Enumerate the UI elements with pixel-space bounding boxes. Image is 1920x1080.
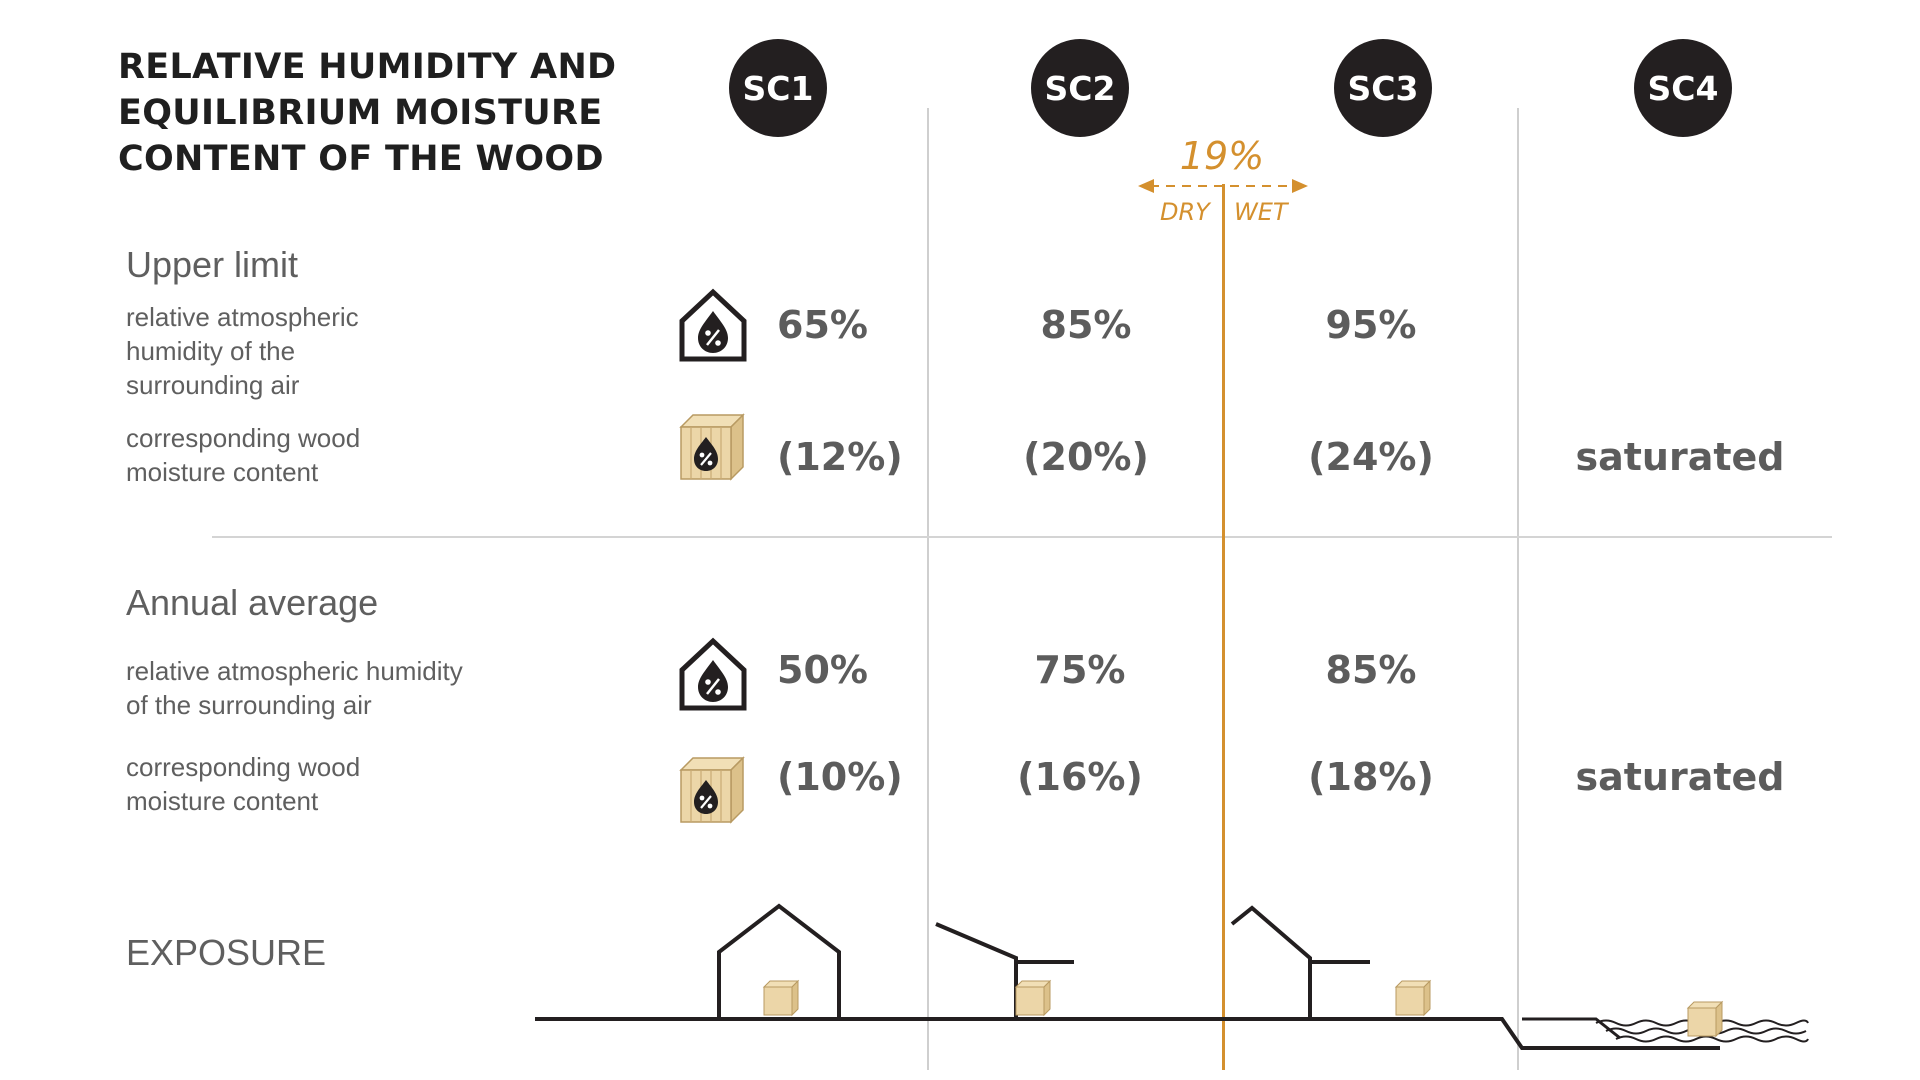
house-droplet-percent-icon (679, 288, 747, 362)
house-droplet-percent-icon (679, 637, 747, 711)
annual-wood-sc1: (10%) (777, 755, 903, 799)
title-line: CONTENT OF THE WOOD (118, 139, 604, 179)
upper-humidity-label: relative atmospheric humidity of the sur… (126, 302, 359, 400)
sc4-water (1522, 1017, 1809, 1043)
upper-humidity-sc2: 85% (1040, 303, 1132, 347)
title-line: EQUILIBRIUM MOISTURE (118, 93, 603, 133)
annual-wood-sc4: saturated (1575, 755, 1785, 799)
exposure-heading: EXPOSURE (126, 932, 327, 973)
wood-block-sc4 (1686, 1000, 1724, 1038)
wood-block-sc3 (1394, 979, 1432, 1017)
annual-humidity-sc3: 85% (1325, 648, 1417, 692)
upper-limit-heading: Upper limit (126, 244, 299, 285)
upper-wood-sc2: (20%) (1023, 435, 1149, 479)
title-line: RELATIVE HUMIDITY AND (118, 47, 617, 87)
upper-humidity-sc3: 95% (1325, 303, 1417, 347)
diagram-title: RELATIVE HUMIDITY AND EQUILIBRIUM MOISTU… (118, 44, 616, 182)
threshold-arrow (1138, 179, 1308, 193)
wood-block-droplet-percent-icon (679, 413, 745, 481)
threshold-dry-label: DRY (1160, 198, 1210, 226)
upper-wood-label: corresponding wood moisture content (126, 423, 361, 487)
badge-sc4: SC4 (1634, 39, 1732, 137)
badge-sc1: SC1 (729, 39, 827, 137)
sc2-sheltered-house (935, 922, 1074, 1019)
wood-block-sc2 (1014, 979, 1052, 1017)
badge-sc2: SC2 (1031, 39, 1129, 137)
sc1-enclosed-house (717, 903, 841, 1019)
threshold-value: 19% (1179, 134, 1265, 178)
upper-wood-sc1: (12%) (777, 435, 903, 479)
badge-sc3: SC3 (1334, 39, 1432, 137)
exposure-illustration (535, 903, 1809, 1050)
wood-block-droplet-percent-icon (679, 756, 745, 824)
annual-humidity-sc2: 75% (1034, 648, 1126, 692)
upper-wood-sc3: (24%) (1308, 435, 1434, 479)
sc3-exposed-house (1230, 905, 1370, 1019)
column-divider-sc1-sc2 (927, 108, 929, 1070)
annual-average-heading: Annual average (126, 582, 379, 623)
row-divider (212, 536, 1832, 538)
annual-humidity-sc1: 50% (777, 648, 868, 692)
annual-wood-sc2: (16%) (1017, 755, 1143, 799)
wood-block-sc1 (762, 979, 800, 1017)
annual-wood-sc3: (18%) (1308, 755, 1434, 799)
annual-humidity-label: relative atmospheric humidity of the sur… (126, 656, 463, 720)
threshold-wet-label: WET (1234, 198, 1288, 226)
column-divider-sc3-sc4 (1517, 108, 1519, 1070)
upper-humidity-sc1: 65% (777, 303, 868, 347)
threshold-line (1222, 184, 1225, 1070)
annual-wood-label: corresponding wood moisture content (126, 752, 361, 816)
upper-wood-sc4: saturated (1575, 435, 1785, 479)
